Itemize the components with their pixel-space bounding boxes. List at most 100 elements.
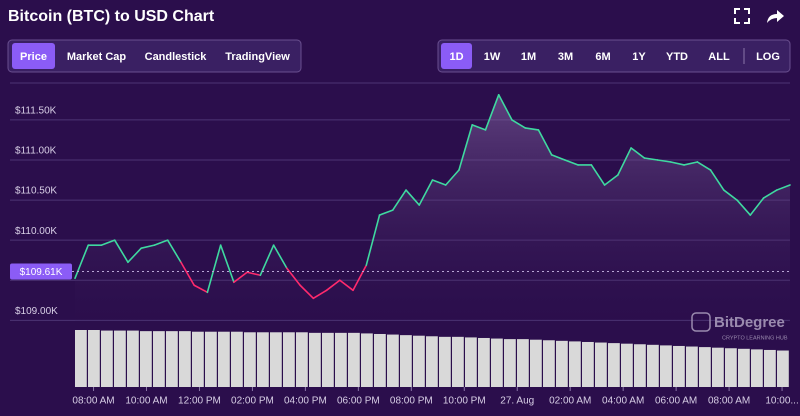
- watermark-brand: BitDegree: [714, 314, 785, 331]
- price-line-segment: [140, 244, 156, 250]
- volume-bar: [270, 332, 282, 387]
- price-line-segment: [484, 93, 500, 131]
- volume-bar: [439, 336, 451, 387]
- y-tick-label: $110.50K: [15, 186, 57, 197]
- price-line-segment: [74, 244, 90, 280]
- volume-bar: [426, 336, 438, 387]
- tab-button[interactable]: Price: [20, 51, 47, 63]
- range-button[interactable]: ALL: [708, 51, 730, 63]
- watermark-logo: [691, 312, 711, 332]
- volume-bar: [686, 346, 698, 387]
- range-button[interactable]: LOG: [756, 51, 780, 63]
- x-tick-label: 12:00 PM: [178, 396, 221, 407]
- volume-bar: [491, 338, 503, 387]
- volume-bar: [413, 335, 425, 387]
- volume-bar: [231, 331, 243, 387]
- volume-bar: [179, 331, 191, 387]
- price-line-segment: [775, 184, 791, 191]
- volume-bar: [335, 332, 347, 387]
- price-line-segment: [471, 124, 487, 131]
- fullscreen-icon[interactable]: [734, 8, 750, 24]
- x-tick-label: 08:00 AM: [708, 396, 750, 407]
- x-tick-label: 06:00 AM: [655, 396, 697, 407]
- range-button[interactable]: 6M: [595, 51, 610, 63]
- volume-bar: [751, 349, 763, 387]
- range-button[interactable]: YTD: [666, 51, 688, 63]
- volume-bar: [725, 348, 737, 387]
- x-tick-label: 02:00 PM: [231, 396, 274, 407]
- share-icon[interactable]: [767, 10, 784, 23]
- price-line-segment: [550, 154, 566, 161]
- price-line-segment: [643, 157, 659, 161]
- price-line-segment: [524, 127, 540, 131]
- price-line-segment: [325, 279, 341, 292]
- volume-bar: [101, 330, 113, 387]
- volume-bar: [374, 333, 386, 387]
- price-line-segment: [590, 164, 606, 186]
- x-tick-label: 04:00 AM: [602, 396, 644, 407]
- price-line-segment: [259, 244, 275, 277]
- volume-bar: [595, 342, 607, 387]
- volume-bar: [192, 331, 204, 387]
- tab-button[interactable]: Candlestick: [145, 51, 208, 63]
- price-line-segment: [339, 279, 354, 292]
- range-button[interactable]: 3M: [558, 51, 573, 63]
- price-line-segment: [736, 199, 752, 216]
- volume-bar: [166, 331, 178, 387]
- tab-button[interactable]: Market Cap: [67, 51, 127, 63]
- price-line-segment: [352, 264, 368, 292]
- price-line-segment: [166, 239, 182, 264]
- volume-bar: [205, 331, 217, 387]
- tab-button[interactable]: TradingView: [225, 51, 290, 63]
- price-line-segment: [431, 179, 447, 186]
- volume-bar: [257, 332, 269, 387]
- price-line-segment: [603, 174, 619, 186]
- x-tick-label: 02:00 AM: [549, 396, 591, 407]
- volume-bar: [400, 335, 412, 387]
- volume-bar: [452, 336, 464, 387]
- price-line-segment: [272, 244, 288, 270]
- volume-bar: [504, 339, 516, 387]
- price-line-segment: [564, 159, 579, 166]
- watermark-tagline: CRYPTO LEARNING HUB: [722, 335, 788, 341]
- volume-bar: [699, 347, 711, 387]
- volume-bar: [647, 344, 659, 387]
- price-line-segment: [511, 119, 526, 129]
- range-button[interactable]: 1D: [449, 51, 463, 63]
- price-line-segment: [696, 161, 712, 171]
- volume-bar: [127, 330, 139, 387]
- volume-bar: [660, 345, 672, 387]
- y-tick-label: $111.50K: [15, 106, 57, 117]
- volume-bar: [387, 334, 399, 387]
- volume-bar: [621, 343, 633, 387]
- price-line-segment: [656, 159, 672, 163]
- range-group: [437, 39, 791, 73]
- volume-bar: [296, 332, 308, 387]
- price-line-segment: [127, 247, 143, 264]
- volume-bar: [530, 339, 542, 387]
- price-line-segment: [762, 189, 778, 199]
- volume-bar: [582, 341, 594, 387]
- y-tick-label: $110.00K: [15, 226, 57, 237]
- x-tick-label: 08:00 PM: [390, 396, 433, 407]
- y-tick-label: $109.00K: [15, 306, 58, 317]
- page-title: Bitcoin (BTC) to USD Chart: [8, 8, 215, 25]
- volume-bar: [478, 337, 490, 387]
- volume-bar: [114, 330, 126, 387]
- price-line-segment: [193, 284, 209, 294]
- x-tick-label: 10:00 AM: [125, 396, 167, 407]
- chart: $109.00K$109.50K$110.00K$110.50K$111.00K…: [10, 82, 799, 407]
- y-tick-label: $111.00K: [15, 146, 57, 157]
- range-button[interactable]: 1W: [484, 51, 501, 63]
- range-button[interactable]: 1M: [521, 51, 536, 63]
- price-line-segment: [206, 244, 222, 294]
- tab-active-bg: [12, 43, 55, 69]
- x-tick-label: 04:00 PM: [284, 396, 327, 407]
- volume-bar: [634, 344, 646, 387]
- price-line-segment: [378, 209, 394, 216]
- current-price-label: $109.61K: [20, 267, 63, 278]
- volume-bar: [712, 347, 724, 387]
- price-area: [75, 94, 790, 330]
- range-button[interactable]: 1Y: [632, 51, 646, 63]
- price-line-segment: [418, 179, 434, 206]
